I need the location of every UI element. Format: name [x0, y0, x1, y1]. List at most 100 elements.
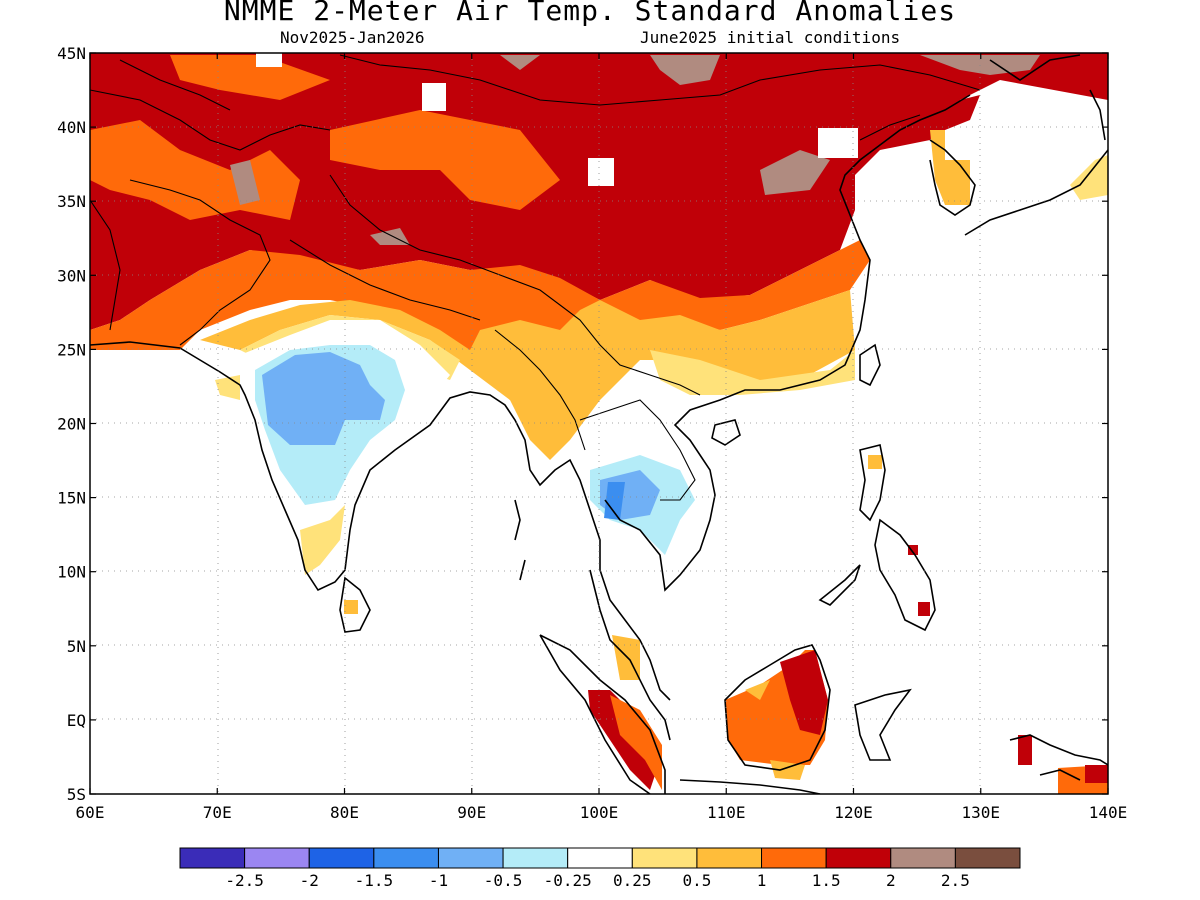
- anomaly-cell-new-guinea-2: [1085, 765, 1108, 783]
- coastline-philippines-south: [874, 518, 936, 632]
- longitude-labels: 60E 70E 80E 90E 100E 110E 120E 130E 140E: [76, 803, 1128, 822]
- colorbar-swatch: [437, 847, 504, 869]
- country-borders: [90, 54, 981, 501]
- neutral-cell-1: [256, 53, 282, 67]
- latitude-labels: 45N 40N 35N 30N 25N 20N 15N 10N 5N EQ 5S: [57, 44, 86, 804]
- border-china-mongolia: [339, 54, 981, 106]
- coastline-sakhalin: [1089, 89, 1106, 141]
- anomaly-region-korea-orange: [930, 130, 970, 205]
- colorbar-label: 2.5: [941, 871, 970, 890]
- coastlines: [90, 54, 1108, 794]
- colorbar: -2.5 -2 -1.5 -1 -0.5 -0.25 0.25 0.5 1 1.5 2 2.5: [179, 847, 1021, 890]
- axis-ticks: [89, 52, 1109, 795]
- anomaly-region-tan-4: [760, 150, 830, 195]
- colorbar-swatch: [567, 847, 633, 869]
- lat-label: 45N: [57, 44, 86, 63]
- coastline-palawan: [818, 564, 861, 606]
- forecast-period: Nov2025-Jan2026: [280, 28, 425, 47]
- lat-label: 5S: [67, 785, 86, 804]
- neutral-cell-2: [422, 83, 446, 111]
- neutral-cell-3: [588, 158, 614, 186]
- anomaly-region-tan-1: [500, 55, 540, 70]
- colorbar-swatch: [696, 847, 763, 869]
- anomaly-cell-philippines-2: [908, 545, 918, 555]
- anomaly-region-tan-2: [650, 55, 720, 85]
- colorbar-label: -2: [300, 871, 319, 890]
- lon-label: 140E: [1089, 803, 1128, 822]
- coastline-java: [679, 779, 821, 794]
- map-shading: [90, 53, 1108, 794]
- anomaly-region-yellow-south-india: [300, 505, 345, 575]
- lat-label: 25N: [57, 340, 86, 359]
- colorbar-label: 1: [757, 871, 767, 890]
- colorbar-swatch: [502, 847, 569, 869]
- coastline-russia: [989, 54, 1081, 81]
- colorbar-swatch: [373, 847, 439, 869]
- lat-label: 30N: [57, 266, 86, 285]
- colorbar-label: -1.5: [355, 871, 394, 890]
- coastline-hainan: [711, 419, 741, 446]
- anomaly-region-blue-india: [262, 352, 385, 445]
- lat-label: 15N: [57, 489, 86, 508]
- anomaly-region-korea-dark-red: [920, 95, 980, 130]
- lat-label: 20N: [57, 415, 86, 434]
- coastline-borneo: [724, 644, 831, 771]
- colorbar-swatch: [954, 847, 1021, 869]
- neutral-cell-4: [818, 128, 858, 158]
- anomaly-region-yellow: [240, 315, 460, 380]
- colorbar-label: -2.5: [225, 871, 264, 890]
- colorbar-label: 0.25: [613, 871, 652, 890]
- coastline-bay-bengal-islands: [514, 499, 526, 581]
- anomaly-region-orange-kazakh: [170, 55, 330, 100]
- anomaly-region-orange: [90, 240, 870, 410]
- coastline-arabia-india: [90, 341, 671, 701]
- coastline-sumatra: [539, 634, 666, 794]
- border-myanmar: [494, 329, 586, 451]
- coastline-indochina: [604, 94, 971, 592]
- lon-label: 100E: [580, 803, 619, 822]
- anomaly-region-orange-china: [330, 110, 560, 210]
- anomaly-region-sumatra-orange: [610, 695, 662, 790]
- border-thailand-laos: [579, 399, 696, 501]
- lon-label: 60E: [76, 803, 105, 822]
- colorbar-label: -1: [429, 871, 448, 890]
- lon-label: 90E: [457, 803, 486, 822]
- coastline-new-guinea: [1009, 734, 1108, 781]
- lat-label: 5N: [67, 637, 86, 656]
- border-china-korea: [859, 114, 921, 141]
- lat-label: 35N: [57, 192, 86, 211]
- colorbar-swatch: [761, 847, 827, 869]
- border-iran: [90, 199, 121, 331]
- colorbar-swatch: [179, 847, 246, 869]
- lat-label: 10N: [57, 563, 86, 582]
- border-china-south: [329, 174, 701, 396]
- map-title: NMME 2-Meter Air Temp. Standard Anomalie…: [223, 0, 957, 27]
- coastline-malaya: [589, 569, 671, 741]
- coastline-luzon: [859, 444, 886, 522]
- lon-label: 120E: [834, 803, 873, 822]
- anomaly-region-tan-5: [230, 160, 260, 205]
- coastline-sri-lanka: [339, 576, 371, 633]
- colorbar-label: 2: [886, 871, 896, 890]
- lon-label: 80E: [330, 803, 359, 822]
- anomaly-cell-mindanao: [918, 602, 930, 616]
- anomaly-region-sumatra-dark-red: [588, 690, 660, 790]
- anomaly-cell-sri-lanka: [344, 600, 358, 614]
- colorbar-label: 0.5: [682, 871, 711, 890]
- colorbar-swatch: [308, 847, 375, 869]
- lon-label: 70E: [203, 803, 232, 822]
- colorbar-label: -0.5: [484, 871, 523, 890]
- lat-label: EQ: [67, 711, 86, 730]
- coastline-japan: [964, 149, 1108, 236]
- colorbar-label: -0.25: [544, 871, 592, 890]
- anomaly-cell-philippines-1: [868, 455, 882, 469]
- anomaly-region-borneo-light-orange: [745, 680, 805, 780]
- coastline-taiwan: [859, 343, 881, 387]
- colorbar-swatch: [825, 847, 892, 869]
- anomaly-region-japan-yellow: [1070, 155, 1108, 200]
- anomaly-region-mid-blue-thailand: [604, 482, 625, 520]
- coastline-korea: [929, 139, 976, 216]
- anomaly-region-malaysia: [612, 635, 640, 680]
- coastline-sulawesi: [854, 688, 912, 761]
